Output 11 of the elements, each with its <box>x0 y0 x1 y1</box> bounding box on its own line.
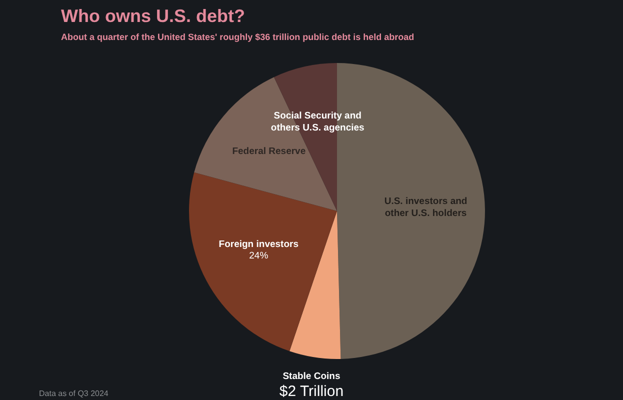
text: $2 Trillion <box>279 382 344 400</box>
slice-label: Foreign investors <box>218 238 299 250</box>
text: Data as of Q3 2024 <box>39 389 109 398</box>
slice-label: Social Security and others U.S. agencies <box>270 110 364 134</box>
data-label: 24% <box>249 250 269 262</box>
slice-label: Stable Coins <box>282 371 340 382</box>
pie-slice <box>189 172 337 352</box>
chart-title: Who owns U.S. debt? <box>61 6 245 26</box>
chart-subtitle: About a quarter of the United States' roughly $36 trillion public debt is held abroad <box>61 32 414 42</box>
slice-label: U.S. investors and other U.S. holders <box>384 196 468 219</box>
slice-label: Federal Reserve <box>232 146 306 157</box>
